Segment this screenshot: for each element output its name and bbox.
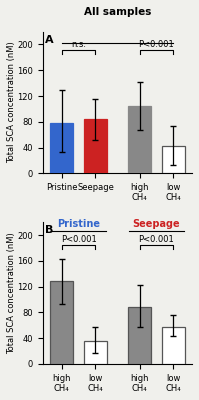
Text: A: A bbox=[45, 35, 53, 45]
Bar bbox=[162, 326, 185, 364]
Bar bbox=[84, 341, 107, 364]
Bar bbox=[162, 146, 185, 173]
Bar bbox=[50, 123, 73, 173]
Bar bbox=[128, 106, 151, 173]
Text: P<0.001: P<0.001 bbox=[61, 235, 96, 244]
Bar bbox=[84, 119, 107, 173]
Bar bbox=[128, 307, 151, 364]
Bar bbox=[50, 282, 73, 364]
Text: Pristine: Pristine bbox=[57, 219, 100, 229]
Text: Seepage: Seepage bbox=[133, 219, 180, 229]
Text: B: B bbox=[45, 225, 53, 235]
Text: P<0.001: P<0.001 bbox=[139, 40, 174, 49]
Text: P<0.001: P<0.001 bbox=[139, 235, 174, 244]
Text: n.s.: n.s. bbox=[71, 40, 86, 49]
Title: All samples: All samples bbox=[84, 7, 151, 17]
Y-axis label: Total SCA concentration (nM): Total SCA concentration (nM) bbox=[7, 42, 16, 163]
Y-axis label: Total SCA concentration (nM): Total SCA concentration (nM) bbox=[7, 232, 16, 354]
